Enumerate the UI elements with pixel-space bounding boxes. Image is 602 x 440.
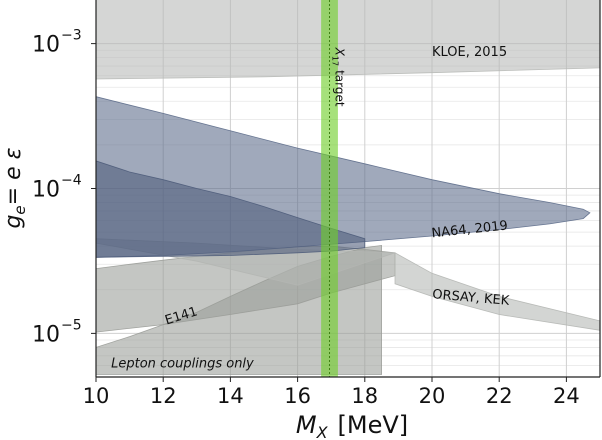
y-tick-exponent: −3 [61,28,82,44]
x-tick-label: 16 [284,384,311,408]
x17-band-layer [321,0,338,377]
x-tick-label: 14 [217,384,244,408]
region-na64-inner [96,160,366,258]
x-axis-label-main: M [296,411,317,439]
x-tick-label: 24 [553,384,580,408]
annotation-lepton-couplings: Lepton couplings only [111,357,254,372]
y-axis-label: ge= e ε [1,147,29,228]
label-x17-target: X17target [331,47,347,107]
label-kloe-2015: KLOE, 2015 [432,45,507,60]
x-tick-label: 12 [150,384,177,408]
region-kloe-2015 [96,0,600,80]
y-axis-label-sub: e [11,205,29,214]
x-tick-label: 10 [83,384,110,408]
y-axis-label-eq: = e ε [1,147,26,205]
x-axis-label: MX [MeV] [296,411,408,440]
axes [91,0,601,382]
region-orsay-kek-tail [96,238,600,331]
y-tick-label: 10 [32,178,60,203]
x-axis-label-sub: X [316,423,329,440]
x-axis-label-unit: [MeV] [338,411,409,439]
x-tick-label: 22 [486,384,513,408]
exclusion-regions [96,0,600,375]
x-tick-label: 20 [419,384,446,408]
y-tick-label: 10 [32,322,60,347]
label-orsay-kek: ORSAY, KEK [432,287,511,309]
y-axis-label-main: g [1,215,26,229]
y-tick-exponent: −4 [61,173,82,189]
y-tick-label: 10 [32,33,60,58]
y-tick-exponent: −5 [61,317,82,333]
x-tick-label: 18 [351,384,378,408]
